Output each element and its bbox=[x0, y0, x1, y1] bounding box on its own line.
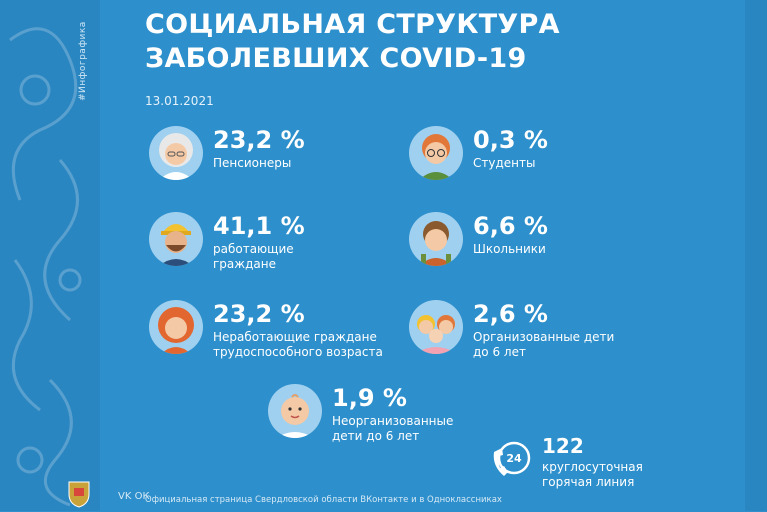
stat-pensioners: 23,2 % Пенсионеры bbox=[149, 126, 389, 196]
stat-label: Студенты bbox=[473, 156, 536, 170]
title-line-2: ЗАБОЛЕВШИХ COVID-19 bbox=[145, 43, 527, 74]
side-panel: #Инфографика bbox=[0, 0, 100, 511]
footer-text: Официальная страница Свердловской област… bbox=[145, 495, 502, 505]
social-icons[interactable]: VK ОК bbox=[118, 491, 150, 502]
stat-label: Организованные дети до 6 лет bbox=[473, 330, 615, 359]
title-line-1: СОЦИАЛЬНАЯ СТРУКТУРА bbox=[145, 9, 560, 40]
ornament-decoration bbox=[9, 27, 82, 507]
worker-icon bbox=[149, 212, 203, 266]
page-title: СОЦИАЛЬНАЯ СТРУКТУРА ЗАБОЛЕВШИХ COVID-19 bbox=[145, 8, 560, 76]
infographic-tag: #Инфографика bbox=[78, 21, 88, 101]
stat-unorganized-kids: 1,9 % Неорганизованные дети до 6 лет bbox=[268, 384, 508, 454]
hotline-label: круглосуточная горячая линия bbox=[542, 460, 643, 489]
elderly-woman-icon bbox=[149, 126, 203, 180]
stat-schoolchildren: 6,6 % Школьники bbox=[409, 212, 649, 282]
date-label: 13.01.2021 bbox=[145, 94, 214, 108]
hotline-block: 24 122 круглосуточная горячая линия bbox=[490, 432, 680, 502]
right-edge-panel bbox=[745, 0, 767, 511]
stat-percent: 1,9 % bbox=[332, 384, 407, 412]
stat-percent: 6,6 % bbox=[473, 212, 548, 240]
coat-of-arms-icon bbox=[66, 478, 92, 508]
stat-label: Неработающие граждане трудоспособного во… bbox=[213, 330, 383, 359]
hotline-number: 122 bbox=[542, 434, 584, 458]
student-icon bbox=[409, 126, 463, 180]
stat-percent: 41,1 % bbox=[213, 212, 305, 240]
stat-label: Неорганизованные дети до 6 лет bbox=[332, 414, 454, 443]
stat-unemployed: 23,2 % Неработающие граждане трудоспособ… bbox=[149, 300, 389, 370]
stat-percent: 0,3 % bbox=[473, 126, 548, 154]
baby-icon bbox=[268, 384, 322, 438]
stat-organized-kids: 2,6 % Организованные дети до 6 лет bbox=[409, 300, 649, 370]
stat-percent: 2,6 % bbox=[473, 300, 548, 328]
stat-students: 0,3 % Студенты bbox=[409, 126, 649, 196]
phone-24-icon: 24 bbox=[490, 438, 534, 482]
stat-label: Школьники bbox=[473, 242, 546, 256]
stat-label: работающие граждане bbox=[213, 242, 294, 271]
schoolboy-icon bbox=[409, 212, 463, 266]
stat-percent: 23,2 % bbox=[213, 300, 305, 328]
stat-workers: 41,1 % работающие граждане bbox=[149, 212, 389, 282]
unemployed-woman-icon bbox=[149, 300, 203, 354]
stat-percent: 23,2 % bbox=[213, 126, 305, 154]
stat-label: Пенсионеры bbox=[213, 156, 292, 170]
hotline-badge: 24 bbox=[506, 452, 522, 465]
kindergarten-kids-icon bbox=[409, 300, 463, 354]
